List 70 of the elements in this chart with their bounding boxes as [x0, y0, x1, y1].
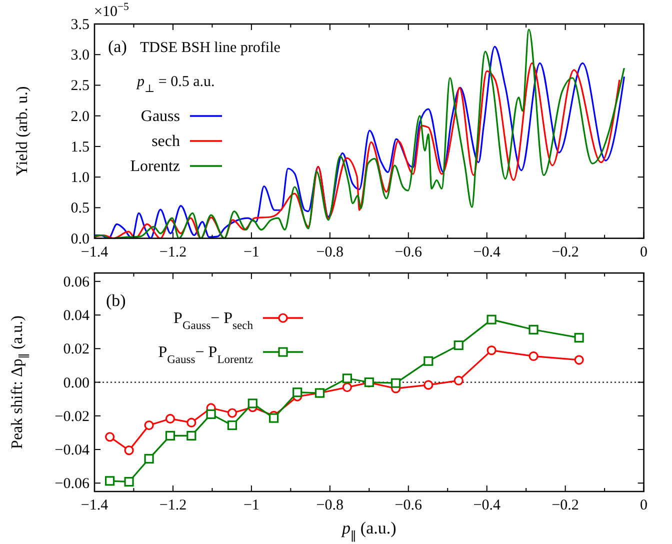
y-tick-label: 0.06	[63, 274, 90, 290]
y-tick-label: 3.0	[70, 48, 90, 64]
x-tick-label: −1.2	[159, 244, 187, 260]
y-tick-label: −0.06	[54, 476, 90, 492]
x-tick-label: −0.4	[473, 244, 501, 260]
point	[105, 476, 115, 486]
point	[574, 332, 584, 343]
point	[186, 418, 196, 428]
x-tick-label: −0.6	[394, 498, 422, 514]
y-tick-label: 1.0	[70, 170, 90, 186]
y-tick-label: −0.02	[54, 408, 90, 425]
x-tick-label: −0.8	[316, 244, 344, 260]
point	[486, 346, 496, 356]
y-tick-label: 2.0	[70, 108, 90, 125]
x-tick-label: −1	[243, 244, 260, 260]
y-axis-title: Yield (arb. u.)	[14, 86, 31, 176]
legend-label: Lorentz	[130, 158, 180, 175]
legend-label: P$_{Gauss}$− P$_{Lorentz}$	[158, 344, 253, 366]
y-tick-label: 0.5	[70, 200, 90, 217]
point	[424, 356, 434, 366]
point	[528, 351, 538, 361]
point	[186, 430, 196, 440]
point	[342, 382, 352, 392]
point	[227, 420, 238, 430]
point	[269, 413, 279, 423]
legend-label: Gauss	[140, 108, 180, 125]
point	[292, 388, 302, 398]
point	[574, 355, 584, 365]
point	[486, 314, 496, 324]
x-tick-label: 0	[640, 244, 648, 260]
annotation: (a)	[108, 37, 127, 56]
annotation: p$_{⊥}$ = 0.5 a.u.	[136, 74, 215, 95]
annotation: TDSE BSH line profile	[140, 40, 281, 56]
point	[124, 476, 134, 487]
point	[144, 420, 154, 430]
x-tick-label: −0.6	[394, 244, 422, 260]
y-tick-label: 3.5	[70, 17, 90, 33]
point	[206, 409, 216, 419]
x-tick-label: −0.2	[552, 498, 579, 514]
x-tick-label: −0.2	[552, 244, 579, 260]
point	[248, 398, 258, 408]
point	[342, 374, 352, 384]
point	[105, 432, 115, 442]
point	[124, 446, 134, 456]
x-tick-label: −0.4	[473, 498, 501, 514]
point	[227, 408, 238, 418]
y-tick-label: −0.04	[54, 442, 90, 458]
point	[165, 414, 176, 424]
point	[424, 380, 434, 390]
legend-label: sech	[152, 133, 180, 150]
point	[144, 454, 154, 464]
text: ×10$^{−5}$	[94, 1, 129, 20]
x-axis-title: p$_{∥}$ (a.u.)	[341, 518, 396, 544]
x-tick-label: −1.2	[159, 498, 187, 514]
y-tick-label: 0.04	[63, 308, 90, 324]
point	[391, 378, 401, 388]
point	[165, 430, 176, 440]
x-tick-label: −1.4	[80, 498, 109, 514]
point	[454, 340, 464, 350]
y-tick-label: 2.5	[70, 78, 90, 94]
legend-label: P$_{Gauss}$− P$_{sech}$	[174, 310, 254, 332]
x-tick-label: 0	[640, 498, 648, 514]
annotation: (b)	[106, 291, 126, 310]
point	[528, 324, 538, 334]
y-tick-label: 1.5	[70, 139, 90, 156]
x-tick-label: −1	[243, 498, 260, 514]
x-tick-label: −0.8	[316, 498, 344, 514]
y-tick-label: 0.00	[63, 375, 90, 392]
y-tick-label: 0.02	[63, 342, 90, 358]
point	[454, 376, 464, 386]
